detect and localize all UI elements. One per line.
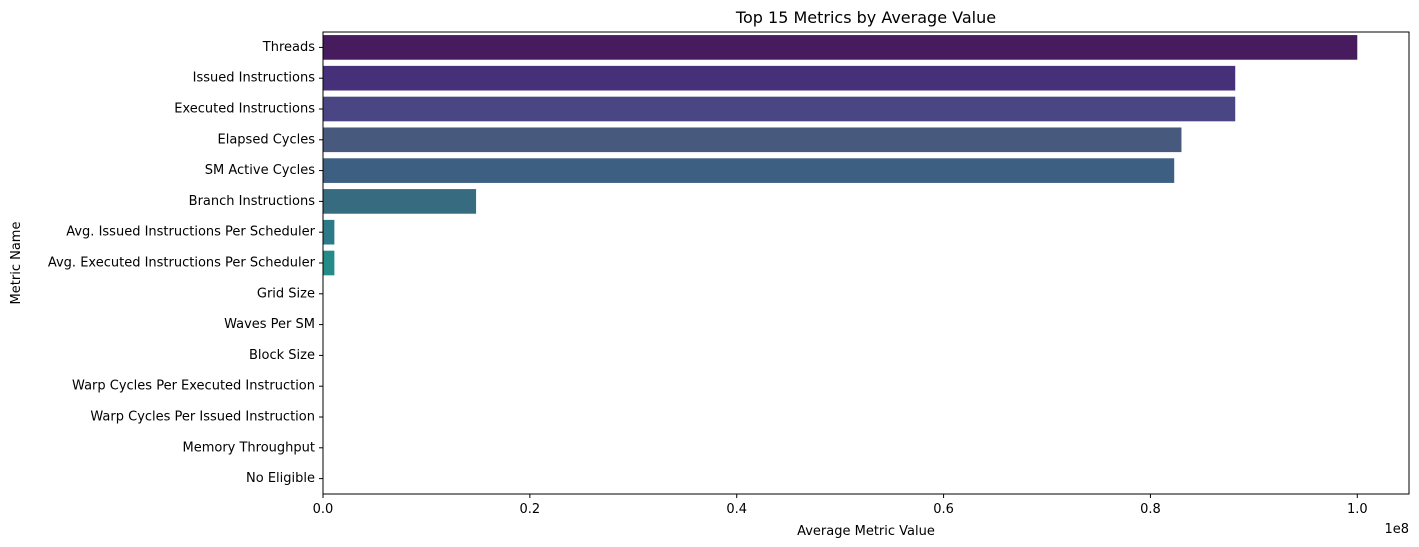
bar bbox=[323, 250, 335, 276]
y-tick-label: Grid Size bbox=[257, 286, 315, 301]
y-axis-ticks: Threads Issued Instructions Executed Instr… bbox=[48, 40, 323, 486]
y-tick-label: Warp Cycles Per Executed Instruction bbox=[72, 379, 315, 394]
y-axis-label: Metric Name bbox=[9, 222, 24, 305]
y-tick-label: No Eligible bbox=[246, 471, 315, 486]
y-tick-label: Issued Instructions bbox=[193, 71, 316, 86]
x-tick-label: 0.6 bbox=[933, 502, 954, 517]
bar bbox=[323, 189, 477, 214]
chart-title: Top 15 Metrics by Average Value bbox=[735, 8, 996, 27]
x-tick-label: 1.0 bbox=[1347, 502, 1368, 517]
bar bbox=[323, 65, 1236, 91]
x-axis-label: Average Metric Value bbox=[797, 524, 935, 539]
y-tick-label: Threads bbox=[262, 40, 315, 55]
plot-frame bbox=[322, 31, 1410, 495]
y-tick-label: Waves Per SM bbox=[224, 317, 315, 332]
bars-group bbox=[323, 35, 1358, 491]
bar bbox=[323, 96, 1236, 122]
bar bbox=[323, 219, 335, 245]
x-tick-label: 0.8 bbox=[1140, 502, 1161, 517]
bar bbox=[323, 127, 1182, 153]
bar bbox=[323, 158, 1175, 183]
x-tick-label: 0.0 bbox=[313, 502, 334, 517]
y-tick-label: Block Size bbox=[249, 348, 315, 363]
x-axis-ticks: 0.0 0.2 0.4 0.6 0.8 1.0 bbox=[313, 494, 1368, 517]
y-tick-label: SM Active Cycles bbox=[205, 163, 315, 178]
y-tick-label: Memory Throughput bbox=[182, 440, 315, 455]
y-tick-label: Warp Cycles Per Issued Instruction bbox=[90, 410, 315, 425]
y-tick-label: Elapsed Cycles bbox=[218, 132, 316, 147]
x-axis-offset-label: 1e8 bbox=[1384, 522, 1409, 537]
y-tick-label: Branch Instructions bbox=[189, 194, 316, 209]
y-tick-label: Avg. Executed Instructions Per Scheduler bbox=[48, 256, 316, 271]
y-tick-label: Avg. Issued Instructions Per Scheduler bbox=[66, 225, 315, 240]
x-tick-label: 0.2 bbox=[520, 502, 541, 517]
x-tick-label: 0.4 bbox=[726, 502, 747, 517]
bar bbox=[323, 35, 1358, 60]
y-tick-label: Executed Instructions bbox=[174, 102, 315, 117]
